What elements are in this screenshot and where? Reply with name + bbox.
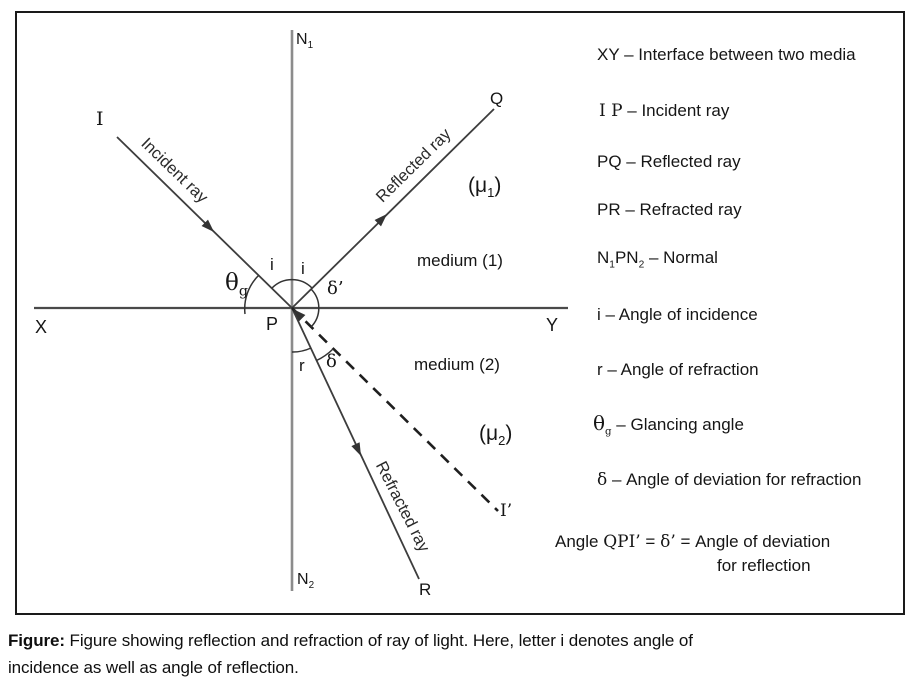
angle-i-right: i	[301, 259, 305, 278]
angle-theta-g: θg	[225, 270, 248, 300]
label-p: P	[266, 314, 279, 334]
caption-line-1: Figure: Figure showing reflection and re…	[8, 631, 693, 650]
label-y: Y	[546, 315, 559, 335]
figure-caption: Figure: Figure showing reflection and re…	[8, 627, 913, 681]
legend-item-xy: XY – Interface between two media	[597, 45, 856, 64]
label-mu2: (μ2)	[479, 422, 513, 449]
legend-item-i: i – Angle of incidence	[597, 305, 758, 324]
label-medium-2: medium (2)	[414, 355, 500, 374]
angle-delta-prime: δ’	[327, 278, 344, 299]
label-n2: N2	[297, 571, 315, 592]
label-medium-1: medium (1)	[417, 251, 503, 270]
diagram-frame	[15, 11, 905, 615]
legend-item-pr: PR – Refracted ray	[597, 200, 742, 219]
label-q: Q	[490, 89, 504, 108]
legend-item-theta: θg – Glancing angle	[593, 411, 744, 438]
caption-line-2: incidence as well as angle of reflection…	[8, 658, 299, 677]
legend-item-qpi-line2: for reflection	[717, 556, 811, 575]
legend-item-qpi: Angle QPI’ = δ’ = Angle of deviation	[555, 532, 831, 552]
label-mu1: (μ1)	[468, 174, 502, 201]
label-r: R	[419, 580, 432, 599]
legend-item-r: r – Angle of refraction	[597, 360, 759, 379]
legend-item-ip: I P – Incident ray	[599, 101, 730, 121]
angle-delta: δ	[326, 351, 337, 372]
label-i-prime: I’	[500, 501, 513, 521]
label-x: X	[35, 317, 48, 337]
label-i-source: I	[96, 108, 104, 130]
angle-r: r	[299, 356, 305, 375]
legend-item-pq: PQ – Reflected ray	[597, 152, 741, 171]
angle-i-left: i	[270, 255, 274, 274]
legend-item-delta: δ – Angle of deviation for refraction	[597, 470, 862, 490]
caption-label: Figure:	[8, 631, 65, 650]
label-n1: N1	[296, 31, 314, 52]
legend-item-normal: N1PN2 – Normal	[597, 248, 718, 271]
